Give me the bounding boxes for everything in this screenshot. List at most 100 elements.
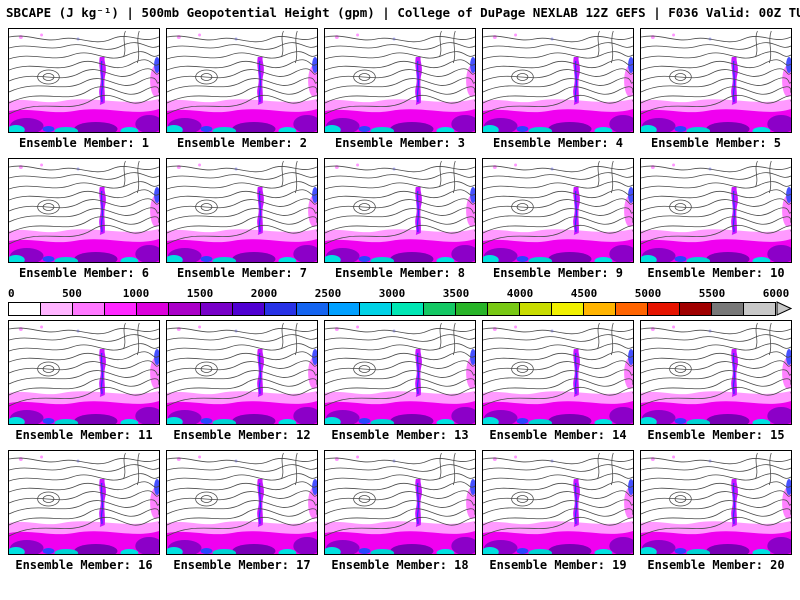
colorbar-segment [103,302,136,315]
colorbar-tick: 4500 [570,287,598,300]
ensemble-map [8,450,160,555]
ensemble-member-label: Ensemble Member: 4 [492,136,624,150]
ensemble-panel: Ensemble Member: 9 [482,158,634,280]
ensemble-panel: Ensemble Member: 12 [166,320,318,442]
ensemble-panel: Ensemble Member: 16 [8,450,160,572]
colorbar-segment [551,302,584,315]
colorbar-tick: 2500 [314,287,342,300]
weather-map-graphic [325,29,475,132]
ensemble-member-label: Ensemble Member: 14 [489,428,627,442]
ensemble-member-label: Ensemble Member: 10 [647,266,785,280]
ensemble-panel: Ensemble Member: 8 [324,158,476,280]
ensemble-panel: Ensemble Member: 7 [166,158,318,280]
colorbar-tick: 1500 [186,287,214,300]
ensemble-map [166,320,318,425]
ensemble-map [166,28,318,133]
ensemble-map [324,320,476,425]
colorbar-segment [231,302,264,315]
page-title: SBCAPE (J kg⁻¹) | 500mb Geopotential Hei… [6,5,800,20]
ensemble-panel: Ensemble Member: 5 [640,28,792,150]
colorbar-segment [199,302,232,315]
weather-map-graphic [483,321,633,424]
ensemble-member-label: Ensemble Member: 2 [176,136,308,150]
colorbar: 0 500 1000 1500 2000 2500 3000 3500 4000 4500 5000… [0,288,800,316]
ensemble-panel: Ensemble Member: 1 [8,28,160,150]
ensemble-panel: Ensemble Member: 13 [324,320,476,442]
ensemble-member-label: Ensemble Member: 7 [176,266,308,280]
ensemble-map [482,450,634,555]
colorbar-tick: 1000 [122,287,150,300]
ensemble-map [166,158,318,263]
ensemble-map [482,28,634,133]
ensemble-panel: Ensemble Member: 10 [640,158,792,280]
colorbar-segment [423,302,456,315]
ensemble-map [324,158,476,263]
weather-map-graphic [9,29,159,132]
ensemble-panel: Ensemble Member: 11 [8,320,160,442]
colorbar-segment [455,302,488,315]
weather-map-graphic [641,29,791,132]
colorbar-arrow-icon [776,301,792,316]
ensemble-map [482,320,634,425]
weather-map-graphic [641,321,791,424]
weather-map-graphic [167,451,317,554]
colorbar-segment [710,302,743,315]
colorbar-ticks: 0 500 1000 1500 2000 2500 3000 3500 4000 4500 5000… [8,287,789,301]
colorbar-segment [295,302,328,315]
weather-map-graphic [325,159,475,262]
colorbar-bar [8,301,776,316]
colorbar-segment [9,302,40,315]
ensemble-row-1: Ensemble Member: 1 Ensemble Member: 2 En… [0,28,800,150]
ensemble-row-2: Ensemble Member: 6 Ensemble Member: 7 En… [0,158,800,280]
colorbar-tick: 500 [62,287,82,300]
ensemble-panel: Ensemble Member: 2 [166,28,318,150]
ensemble-member-label: Ensemble Member: 20 [647,558,785,572]
ensemble-member-label: Ensemble Member: 6 [18,266,150,280]
ensemble-member-label: Ensemble Member: 12 [173,428,311,442]
ensemble-map [640,450,792,555]
colorbar-bar-row [8,301,792,316]
ensemble-member-label: Ensemble Member: 17 [173,558,311,572]
ensemble-member-label: Ensemble Member: 18 [331,558,469,572]
colorbar-tick: 2000 [250,287,278,300]
colorbar-segment [519,302,552,315]
ensemble-panel: Ensemble Member: 19 [482,450,634,572]
colorbar-tick: 5500 [698,287,726,300]
ensemble-member-label: Ensemble Member: 11 [15,428,153,442]
ensemble-map [324,28,476,133]
weather-map-graphic [167,321,317,424]
weather-map-graphic [9,321,159,424]
ensemble-row-3: Ensemble Member: 11 Ensemble Member: 12 … [0,320,800,442]
colorbar-segment [135,302,168,315]
weather-map-graphic [641,159,791,262]
colorbar-tick: 6000 [762,287,790,300]
weather-map-graphic [167,159,317,262]
ensemble-map [166,450,318,555]
colorbar-segment [263,302,296,315]
colorbar-segment [71,302,104,315]
weather-map-graphic [641,451,791,554]
ensemble-panel: Ensemble Member: 20 [640,450,792,572]
weather-map-graphic [167,29,317,132]
weather-map-graphic [483,29,633,132]
weather-map-graphic [483,159,633,262]
colorbar-segment [359,302,392,315]
colorbar-segment [583,302,616,315]
ensemble-map [8,158,160,263]
colorbar-segment [487,302,520,315]
ensemble-panel: Ensemble Member: 14 [482,320,634,442]
weather-map-graphic [9,451,159,554]
weather-map-graphic [325,321,475,424]
ensemble-member-label: Ensemble Member: 5 [650,136,782,150]
colorbar-tick: 3500 [442,287,470,300]
ensemble-member-label: Ensemble Member: 3 [334,136,466,150]
colorbar-segment [647,302,680,315]
ensemble-member-label: Ensemble Member: 9 [492,266,624,280]
colorbar-tick: 4000 [506,287,534,300]
ensemble-map [640,320,792,425]
colorbar-tick: 5000 [634,287,662,300]
colorbar-segment [167,302,200,315]
weather-map-graphic [325,451,475,554]
colorbar-tick: 0 [8,287,15,300]
